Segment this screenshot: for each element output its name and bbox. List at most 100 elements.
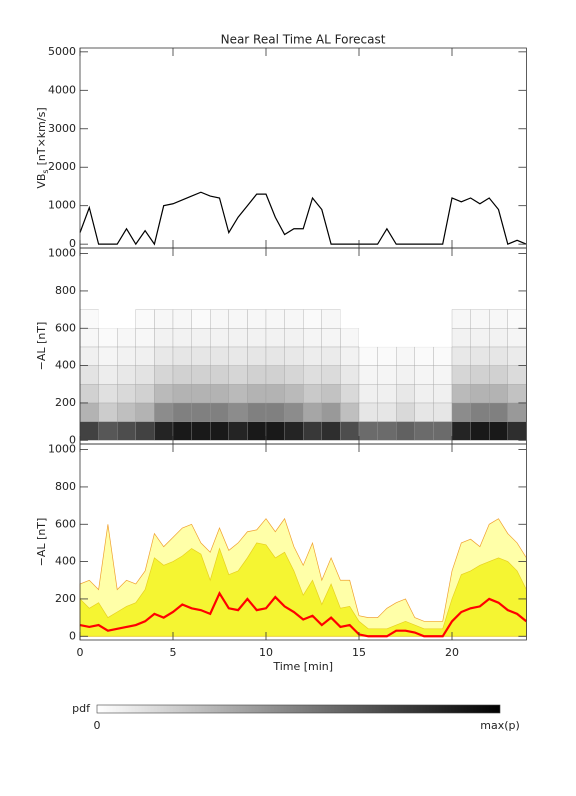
heat-cell [340,402,360,422]
heat-cell [433,421,453,441]
heat-cell [228,346,248,366]
heat-cell [172,384,192,404]
heat-cell [135,421,155,441]
heat-cell [396,421,415,441]
heat-cell [470,421,490,441]
heat-cell [340,421,360,441]
y-tick-label: 0 [69,237,76,250]
heat-cell [210,402,229,422]
heat-cell [79,365,99,385]
heat-cell [154,328,174,348]
heat-cell [303,421,322,441]
heat-cell [172,309,192,329]
heat-cell [228,328,248,348]
heat-cell [507,421,527,441]
heat-cell [117,328,136,348]
heat-cell [321,346,341,366]
heat-cell [358,365,378,385]
heat-cell [79,421,99,441]
heat-cell [451,328,471,348]
heat-cell [507,365,527,385]
heat-cell [303,309,322,329]
panel [79,517,528,638]
heat-cell [210,365,229,385]
heat-cell [396,346,415,366]
heat-cell [284,384,304,404]
heat-cell [98,402,118,422]
heat-cell [414,309,434,329]
heat-cell [377,346,397,366]
heat-cell [321,328,341,348]
heat-cell [470,402,490,422]
x-axis-label: Time [min] [272,660,333,673]
colorbar-label: pdf [72,702,91,715]
y-tick-label: 5000 [48,45,76,58]
heat-cell [507,384,527,404]
heat-cell [154,402,174,422]
y-tick-label: 1000 [48,443,76,456]
heat-cell [265,384,285,404]
heat-cell [135,309,155,329]
heat-cell [154,421,174,441]
heat-cell [321,402,341,422]
heat-cell [340,309,359,329]
heat-cell [340,328,360,348]
heat-cell [247,421,267,441]
heat-cell [377,309,397,329]
heat-cell [191,328,211,348]
heat-cell [414,365,434,385]
heat-cell [228,309,248,329]
heat-cell [414,402,434,422]
y-tick-label: 800 [55,284,76,297]
heat-cell [358,346,378,366]
heat-cell [265,328,285,348]
heat-cell [377,402,397,422]
heat-cell [228,365,248,385]
y-tick-label: 3000 [48,122,76,135]
heat-cell [172,365,192,385]
y-tick-label: 0 [69,433,76,446]
y-tick-label: 4000 [48,83,76,96]
heat-cell [470,346,490,366]
heat-cell [135,328,155,348]
heat-cell [247,309,267,329]
axes-frame [79,47,527,249]
heat-cell [284,402,304,422]
heat-cell [377,421,397,441]
y-tick-label: 2000 [48,160,76,173]
heat-cell [247,384,267,404]
heat-cell [228,402,248,422]
x-tick-label: 0 [77,646,84,659]
heat-cell [451,384,471,404]
heat-cell [210,421,229,441]
heat-cell [284,346,304,366]
heat-cell [210,328,229,348]
heat-cell [396,402,415,422]
heat-cell [284,365,304,385]
heat-cell [117,421,136,441]
heat-cell [210,384,229,404]
heat-cell [396,309,415,329]
heat-cell [414,328,434,347]
heat-cell [79,346,99,366]
heat-cell [265,402,285,422]
heat-cell [396,365,415,385]
heat-cell [154,346,174,366]
heat-cell [396,328,415,347]
heat-cell [489,309,508,329]
heat-cell [172,421,192,441]
heat-cell [98,309,118,329]
y-axis-label-part: VB [35,174,48,189]
heat-cell [489,402,508,422]
x-tick-label: 15 [352,646,366,659]
y-axis-label: −AL [nT] [35,322,48,371]
heat-cell [507,309,527,329]
heat-cell [117,309,136,329]
y-tick-label: 1000 [48,199,76,212]
heat-cell [321,365,341,385]
heat-cell [98,384,118,404]
heat-cell [79,328,99,348]
heat-cell [303,328,322,348]
